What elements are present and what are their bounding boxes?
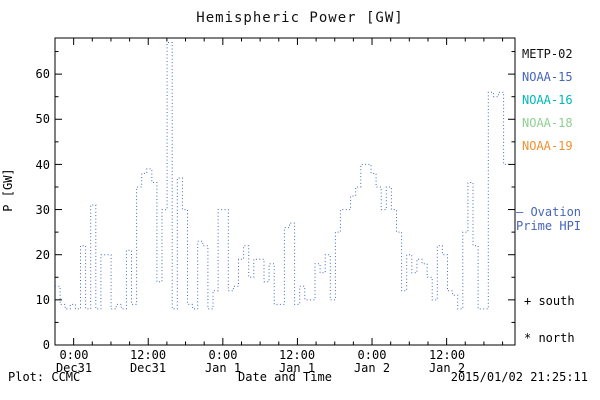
y-tick-label: 50	[35, 112, 50, 126]
x-tick-label: 0:00 Dec31	[55, 348, 93, 375]
hpi-data-line	[55, 42, 509, 310]
x-tick-label: 12:00 Jan 2	[428, 348, 466, 375]
y-tick-label: 30	[35, 203, 50, 217]
y-tick-label: 20	[35, 248, 50, 262]
x-tick-label: 0:00 Jan 1	[204, 348, 242, 375]
x-tick-label: 0:00 Jan 2	[353, 348, 391, 375]
y-tick-label: 40	[35, 158, 50, 172]
legend-metp-02: METP-02	[522, 47, 573, 61]
legend-noaa-15: NOAA-15	[522, 70, 573, 84]
legend-north-marker: * north	[524, 331, 575, 345]
x-axis-label: Date and Time	[238, 370, 332, 384]
legend-ovation-prime: — Ovation Prime HPI	[516, 205, 582, 233]
x-tick-label: 12:00 Dec31	[129, 348, 167, 375]
plot-timestamp: 2015/01/02 21:25:11	[450, 370, 588, 384]
chart-title: Hemispheric Power [GW]	[196, 10, 404, 26]
legend-noaa-19: NOAA-19	[522, 139, 573, 153]
y-tick-label: 60	[35, 67, 50, 81]
x-tick-label: 12:00 Jan 1	[278, 348, 316, 375]
legend-south-marker: + south	[524, 294, 575, 308]
y-tick-label: 10	[35, 293, 50, 307]
legend-noaa-16: NOAA-16	[522, 93, 573, 107]
plot-source: Plot: CCMC	[8, 370, 81, 384]
y-axis-label: P [GW]	[1, 168, 15, 212]
y-tick-label: 0	[42, 338, 50, 352]
legend-noaa-18: NOAA-18	[522, 116, 573, 130]
